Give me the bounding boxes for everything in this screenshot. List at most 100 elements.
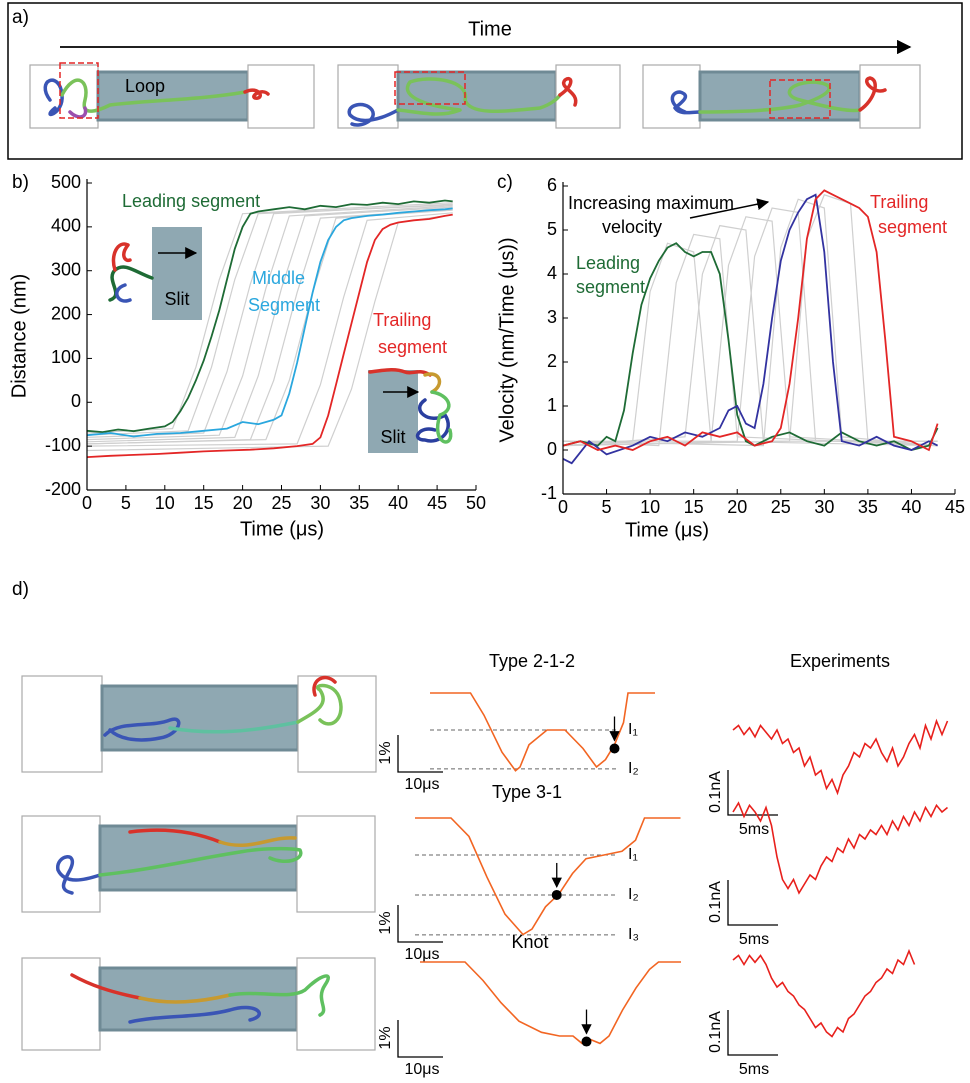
scale-y-label: 0.1nA xyxy=(707,1011,724,1053)
y-tick-label: 500 xyxy=(51,172,81,192)
experiment-line xyxy=(732,801,949,895)
x-tick-label: 45 xyxy=(427,493,447,513)
x-axis-label: Time (μs) xyxy=(240,518,324,540)
scale-x-label: 5ms xyxy=(739,931,769,948)
series-line xyxy=(86,202,453,434)
x-tick-label: 35 xyxy=(349,493,369,513)
x-tick-label: 15 xyxy=(194,493,214,513)
panel-label: a) xyxy=(12,7,29,28)
x-tick-label: 25 xyxy=(771,497,791,517)
annotation: segment xyxy=(378,337,447,357)
scale-y-label: 0.1nA xyxy=(707,771,724,813)
annotation-arrow xyxy=(689,198,770,219)
loop-label: Loop xyxy=(125,76,165,96)
x-tick-label: 20 xyxy=(727,497,747,517)
annotation: Trailing xyxy=(870,192,928,212)
annotation: Increasing maximum xyxy=(568,193,734,213)
scale-y-label: 0.1nA xyxy=(707,881,724,923)
scale-x-label: 10μs xyxy=(404,1061,439,1078)
annotation: Trailing xyxy=(373,310,431,330)
scale-bar xyxy=(727,880,778,926)
y-tick-label: 400 xyxy=(51,216,81,236)
scale-y-label: 1% xyxy=(377,1026,394,1049)
annotation: segment xyxy=(576,277,645,297)
experiment-line xyxy=(732,948,916,1038)
series-line xyxy=(86,199,453,434)
y-tick-label: 3 xyxy=(547,307,557,327)
x-tick-label: 15 xyxy=(684,497,704,517)
y-axis-label: Distance (nm) xyxy=(8,274,30,398)
series-line xyxy=(86,207,453,438)
series-line xyxy=(86,206,453,443)
panel-label: c) xyxy=(497,172,513,193)
y-tick-label: 4 xyxy=(547,263,557,283)
annotation: Middle xyxy=(252,268,305,288)
trace-title: Type 3-1 xyxy=(492,782,562,802)
series-line xyxy=(562,242,938,447)
panel-frame xyxy=(7,2,963,160)
x-tick-label: 10 xyxy=(155,493,175,513)
level-label: I₃ xyxy=(628,926,639,943)
x-tick-label: 50 xyxy=(466,493,486,513)
y-tick-label: 2 xyxy=(547,351,557,371)
y-tick-label: 6 xyxy=(547,175,557,195)
x-tick-label: 30 xyxy=(814,497,834,517)
x-tick-label: 40 xyxy=(901,497,921,517)
scale-x-label: 5ms xyxy=(739,1061,769,1078)
x-tick-label: 45 xyxy=(945,497,965,517)
y-axis-label: Velocity (nm/Time (μs)) xyxy=(496,237,518,442)
y-tick-label: 0 xyxy=(71,391,81,411)
x-tick-label: 0 xyxy=(82,493,92,513)
schematic-a3 xyxy=(642,64,921,129)
y-tick-label: 100 xyxy=(51,347,81,367)
schematic-d1 xyxy=(21,675,377,773)
series-line xyxy=(562,189,939,452)
scale-x-label: 10μs xyxy=(404,946,439,963)
annotation: Segment xyxy=(248,295,320,315)
series-line xyxy=(562,207,938,447)
trace-title: Type 2-1-2 xyxy=(489,651,575,671)
scale-bar xyxy=(727,1010,778,1056)
series-line xyxy=(86,203,453,438)
trace-line xyxy=(430,692,655,772)
y-tick-label: 0 xyxy=(547,439,557,459)
series-line xyxy=(562,193,939,465)
y-tick-label: 300 xyxy=(51,259,81,279)
scale-y-label: 1% xyxy=(377,741,394,764)
scale-bar xyxy=(397,1020,443,1058)
scale-x-label: 5ms xyxy=(739,821,769,838)
scale-bar xyxy=(727,770,778,816)
level-label: I₂ xyxy=(628,886,639,903)
y-tick-label: 200 xyxy=(51,303,81,323)
annotation: Slit xyxy=(164,289,189,309)
scale-y-label: 1% xyxy=(377,911,394,934)
panel-label: b) xyxy=(12,172,29,193)
x-tick-label: 40 xyxy=(388,493,408,513)
marker-dot xyxy=(581,1036,592,1047)
series-line xyxy=(86,212,453,447)
x-tick-label: 5 xyxy=(602,497,612,517)
y-tick-label: 5 xyxy=(547,219,557,239)
x-tick-label: 10 xyxy=(640,497,660,517)
inset-b2 xyxy=(368,367,453,453)
schematic-d3 xyxy=(21,957,376,1051)
annotation: velocity xyxy=(602,217,662,237)
schematic-a2 xyxy=(337,64,621,129)
marker-dot xyxy=(609,743,620,754)
annotation: Slit xyxy=(380,427,405,447)
level-label: I₁ xyxy=(628,846,638,863)
series-line xyxy=(86,213,453,458)
marker-dot xyxy=(551,889,562,900)
series-line xyxy=(562,242,939,451)
time-label: Time xyxy=(468,18,512,40)
level-label: I₁ xyxy=(628,721,638,738)
experiment-line xyxy=(732,718,949,796)
y-tick-label: 1 xyxy=(547,395,557,415)
schematic-d2 xyxy=(21,815,376,913)
x-tick-label: 35 xyxy=(858,497,878,517)
x-tick-label: 5 xyxy=(121,493,131,513)
x-tick-label: 30 xyxy=(310,493,330,513)
trace-line xyxy=(420,961,681,1045)
